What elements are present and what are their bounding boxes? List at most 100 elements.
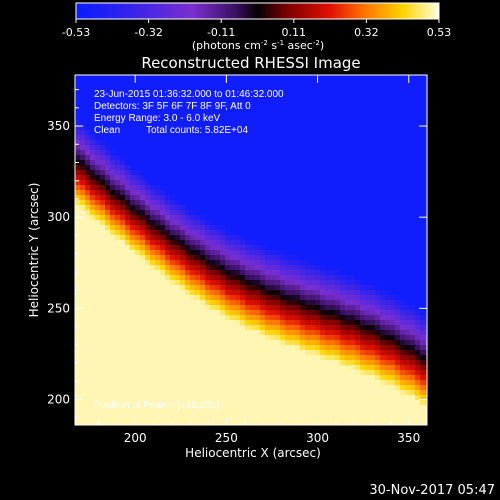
heatmap-cell xyxy=(215,420,221,425)
heatmap-cell xyxy=(305,210,311,216)
heatmap-cell xyxy=(100,125,106,131)
heatmap-cell xyxy=(195,300,201,306)
heatmap-cell xyxy=(375,420,381,425)
heatmap-cell xyxy=(405,145,411,151)
heatmap-cell xyxy=(330,100,336,106)
heatmap-cell xyxy=(400,100,406,106)
heatmap-cell xyxy=(325,300,331,306)
heatmap-cell xyxy=(165,330,171,336)
heatmap-cell xyxy=(410,335,416,341)
heatmap-cell xyxy=(395,210,401,216)
heatmap-cell xyxy=(150,225,156,231)
heatmap-cell xyxy=(205,365,211,371)
heatmap-cell xyxy=(250,265,256,271)
heatmap-cell xyxy=(270,355,276,361)
heatmap-cell xyxy=(250,245,256,251)
heatmap-cell xyxy=(155,375,161,381)
heatmap-cell xyxy=(115,405,121,411)
heatmap-cell xyxy=(205,120,211,126)
heatmap-cell xyxy=(270,330,276,336)
heatmap-cell xyxy=(300,390,306,396)
heatmap-cell xyxy=(330,275,336,281)
heatmap-cell xyxy=(90,340,96,346)
heatmap-cell xyxy=(360,105,366,111)
heatmap-cell xyxy=(220,305,226,311)
heatmap-cell xyxy=(130,400,136,406)
heatmap-cell xyxy=(425,75,427,81)
heatmap-cell xyxy=(240,210,246,216)
heatmap-cell xyxy=(335,110,341,116)
heatmap-cell xyxy=(405,215,411,221)
heatmap-cell xyxy=(405,295,411,301)
heatmap-cell xyxy=(130,305,136,311)
heatmap-cell xyxy=(195,315,201,321)
heatmap-cell xyxy=(250,360,256,366)
heatmap-cell xyxy=(295,165,301,171)
heatmap-cell xyxy=(80,275,86,281)
heatmap-cell xyxy=(295,190,301,196)
heatmap-cell xyxy=(290,355,296,361)
heatmap-cell xyxy=(355,340,361,346)
heatmap-cell xyxy=(280,235,286,241)
heatmap-cell xyxy=(235,180,241,186)
heatmap-cell xyxy=(145,220,151,226)
heatmap-cell xyxy=(410,305,416,311)
heatmap-cell xyxy=(175,275,181,281)
heatmap-cell xyxy=(325,325,331,331)
heatmap-cell xyxy=(225,350,231,356)
heatmap-cell xyxy=(335,285,341,291)
heatmap-cell xyxy=(325,205,331,211)
heatmap-cell xyxy=(235,100,241,106)
heatmap-cell xyxy=(410,300,416,306)
heatmap-cell xyxy=(420,200,426,206)
heatmap-cell xyxy=(195,415,201,421)
heatmap-cell xyxy=(370,355,376,361)
heatmap-cell xyxy=(100,360,106,366)
heatmap-cell xyxy=(230,135,236,141)
heatmap-cell xyxy=(360,310,366,316)
heatmap-cell xyxy=(140,275,146,281)
heatmap-cell xyxy=(265,205,271,211)
heatmap-cell xyxy=(300,310,306,316)
heatmap-cell xyxy=(160,370,166,376)
heatmap-cell xyxy=(315,180,321,186)
heatmap-cell xyxy=(175,200,181,206)
heatmap-cell xyxy=(225,130,231,136)
heatmap-cell xyxy=(390,75,396,81)
heatmap-cell xyxy=(135,150,141,156)
heatmap-cell xyxy=(295,355,301,361)
heatmap-cell xyxy=(170,230,176,236)
heatmap-cell xyxy=(210,390,216,396)
heatmap-cell xyxy=(405,380,411,386)
heatmap-cell xyxy=(275,285,281,291)
heatmap-cell xyxy=(235,115,241,121)
heatmap-cell xyxy=(195,200,201,206)
heatmap-cell xyxy=(100,215,106,221)
heatmap-cell xyxy=(350,395,356,401)
heatmap-cell xyxy=(390,85,396,91)
heatmap-cell xyxy=(285,260,291,266)
heatmap-cell xyxy=(300,235,306,241)
heatmap-cell xyxy=(260,180,266,186)
heatmap-cell xyxy=(115,240,121,246)
heatmap-cell xyxy=(250,295,256,301)
heatmap-cell xyxy=(200,380,206,386)
heatmap-cell xyxy=(395,190,401,196)
heatmap-cell xyxy=(220,380,226,386)
heatmap-cell xyxy=(135,235,141,241)
heatmap-cell xyxy=(260,155,266,161)
heatmap-cell xyxy=(115,275,121,281)
heatmap-cell xyxy=(290,370,296,376)
heatmap-cell xyxy=(270,240,276,246)
heatmap-cell xyxy=(75,400,81,406)
heatmap-cell xyxy=(305,105,311,111)
heatmap-cell xyxy=(365,270,371,276)
heatmap-cell xyxy=(165,390,171,396)
heatmap-cell xyxy=(355,85,361,91)
heatmap-cell xyxy=(400,90,406,96)
heatmap-cell xyxy=(365,125,371,131)
heatmap-cell xyxy=(300,265,306,271)
heatmap-cell xyxy=(280,80,286,86)
heatmap-cell xyxy=(370,275,376,281)
heatmap-cell xyxy=(410,165,416,171)
